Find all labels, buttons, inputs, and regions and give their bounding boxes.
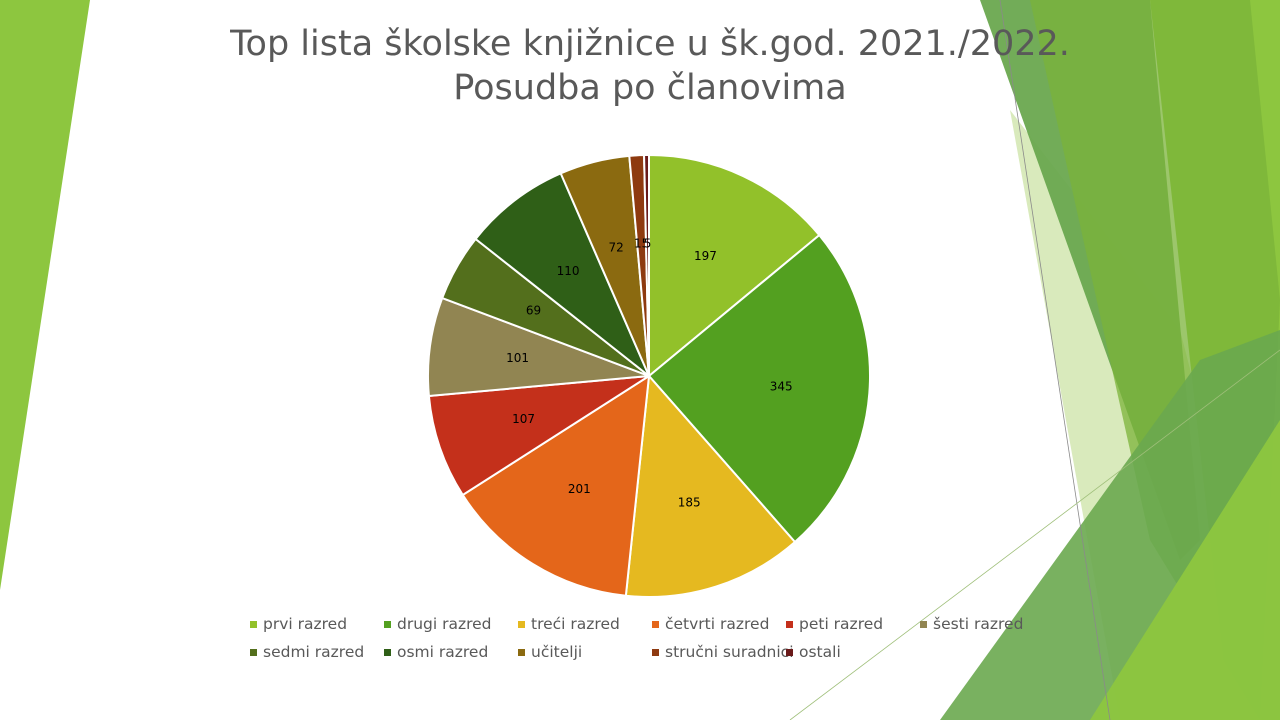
legend-swatch [384,648,391,656]
legend-swatch [518,648,525,656]
legend-item: treći razred [518,614,652,634]
legend-item: peti razred [786,614,920,634]
legend-swatch [920,620,927,628]
legend-label: ostali [799,643,841,661]
legend-label: prvi razred [263,615,348,633]
pie-data-label: 69 [526,304,541,318]
pie-data-label: 107 [512,412,535,426]
legend-label: treći razred [531,615,620,633]
legend-swatch [786,620,793,628]
legend-label: peti razred [799,615,884,633]
legend-label: osmi razred [397,643,489,661]
pie-data-label: 5 [644,236,652,250]
pie-slice-11 [643,153,650,377]
legend-label: četvrti razred [665,615,770,633]
pie-slice-1 [648,153,821,379]
legend-label: stručni suradnici [665,643,794,661]
legend-swatch [384,620,391,628]
pie-data-label: 345 [770,379,793,393]
legend-item: sedmi razred [250,642,384,662]
legend-swatch [786,648,793,656]
legend-item: četvrti razred [652,614,786,634]
legend-label: drugi razred [397,615,492,633]
legend-item: drugi razred [384,614,518,634]
legend-swatch [652,648,659,656]
decor-thin-line [789,349,1280,720]
legend-swatch [250,620,257,628]
pie-slice-6 [427,296,650,398]
title-line-1: Top lista školske knjižnice u šk.god. 20… [230,24,1070,64]
pie-data-label: 101 [506,351,529,365]
legend-item: stručni suradnici [652,642,794,662]
legend-item: prvi razred [250,614,384,634]
pie-data-label: 197 [694,249,717,263]
legend-item: učitelji [518,642,652,662]
legend-swatch [250,648,257,656]
left-green-triangle [0,0,90,590]
legend-label: sedmi razred [263,643,365,661]
legend-item: ostali [786,642,920,662]
pie-slice-8 [474,172,650,377]
legend-swatch [652,620,659,628]
pie-data-label: 110 [557,264,580,278]
legend-item: osmi razred [384,642,518,662]
bottom-light-green-shape [1090,420,1280,720]
decor-thin-line [999,0,1111,720]
pie-data-label: 185 [678,495,701,509]
legend-label: šesti razred [933,615,1024,633]
pie-slice-2 [647,233,871,544]
chart-title: Top lista školske knjižnice u šk.god. 20… [150,22,1150,110]
legend-label: učitelji [531,643,583,661]
chart-legend: prvi razred drugi razred treći razred četvr… [250,614,1070,662]
legend-swatch [518,620,525,628]
pie-slice-5 [427,375,650,497]
pie-slice-3 [624,373,797,598]
pie-data-label: 201 [568,482,591,496]
title-line-2: Posudba po članovima [453,68,847,108]
pie-slice-4 [461,374,651,597]
pie-data-label: 72 [609,241,624,255]
legend-item: šesti razred [920,614,1054,634]
